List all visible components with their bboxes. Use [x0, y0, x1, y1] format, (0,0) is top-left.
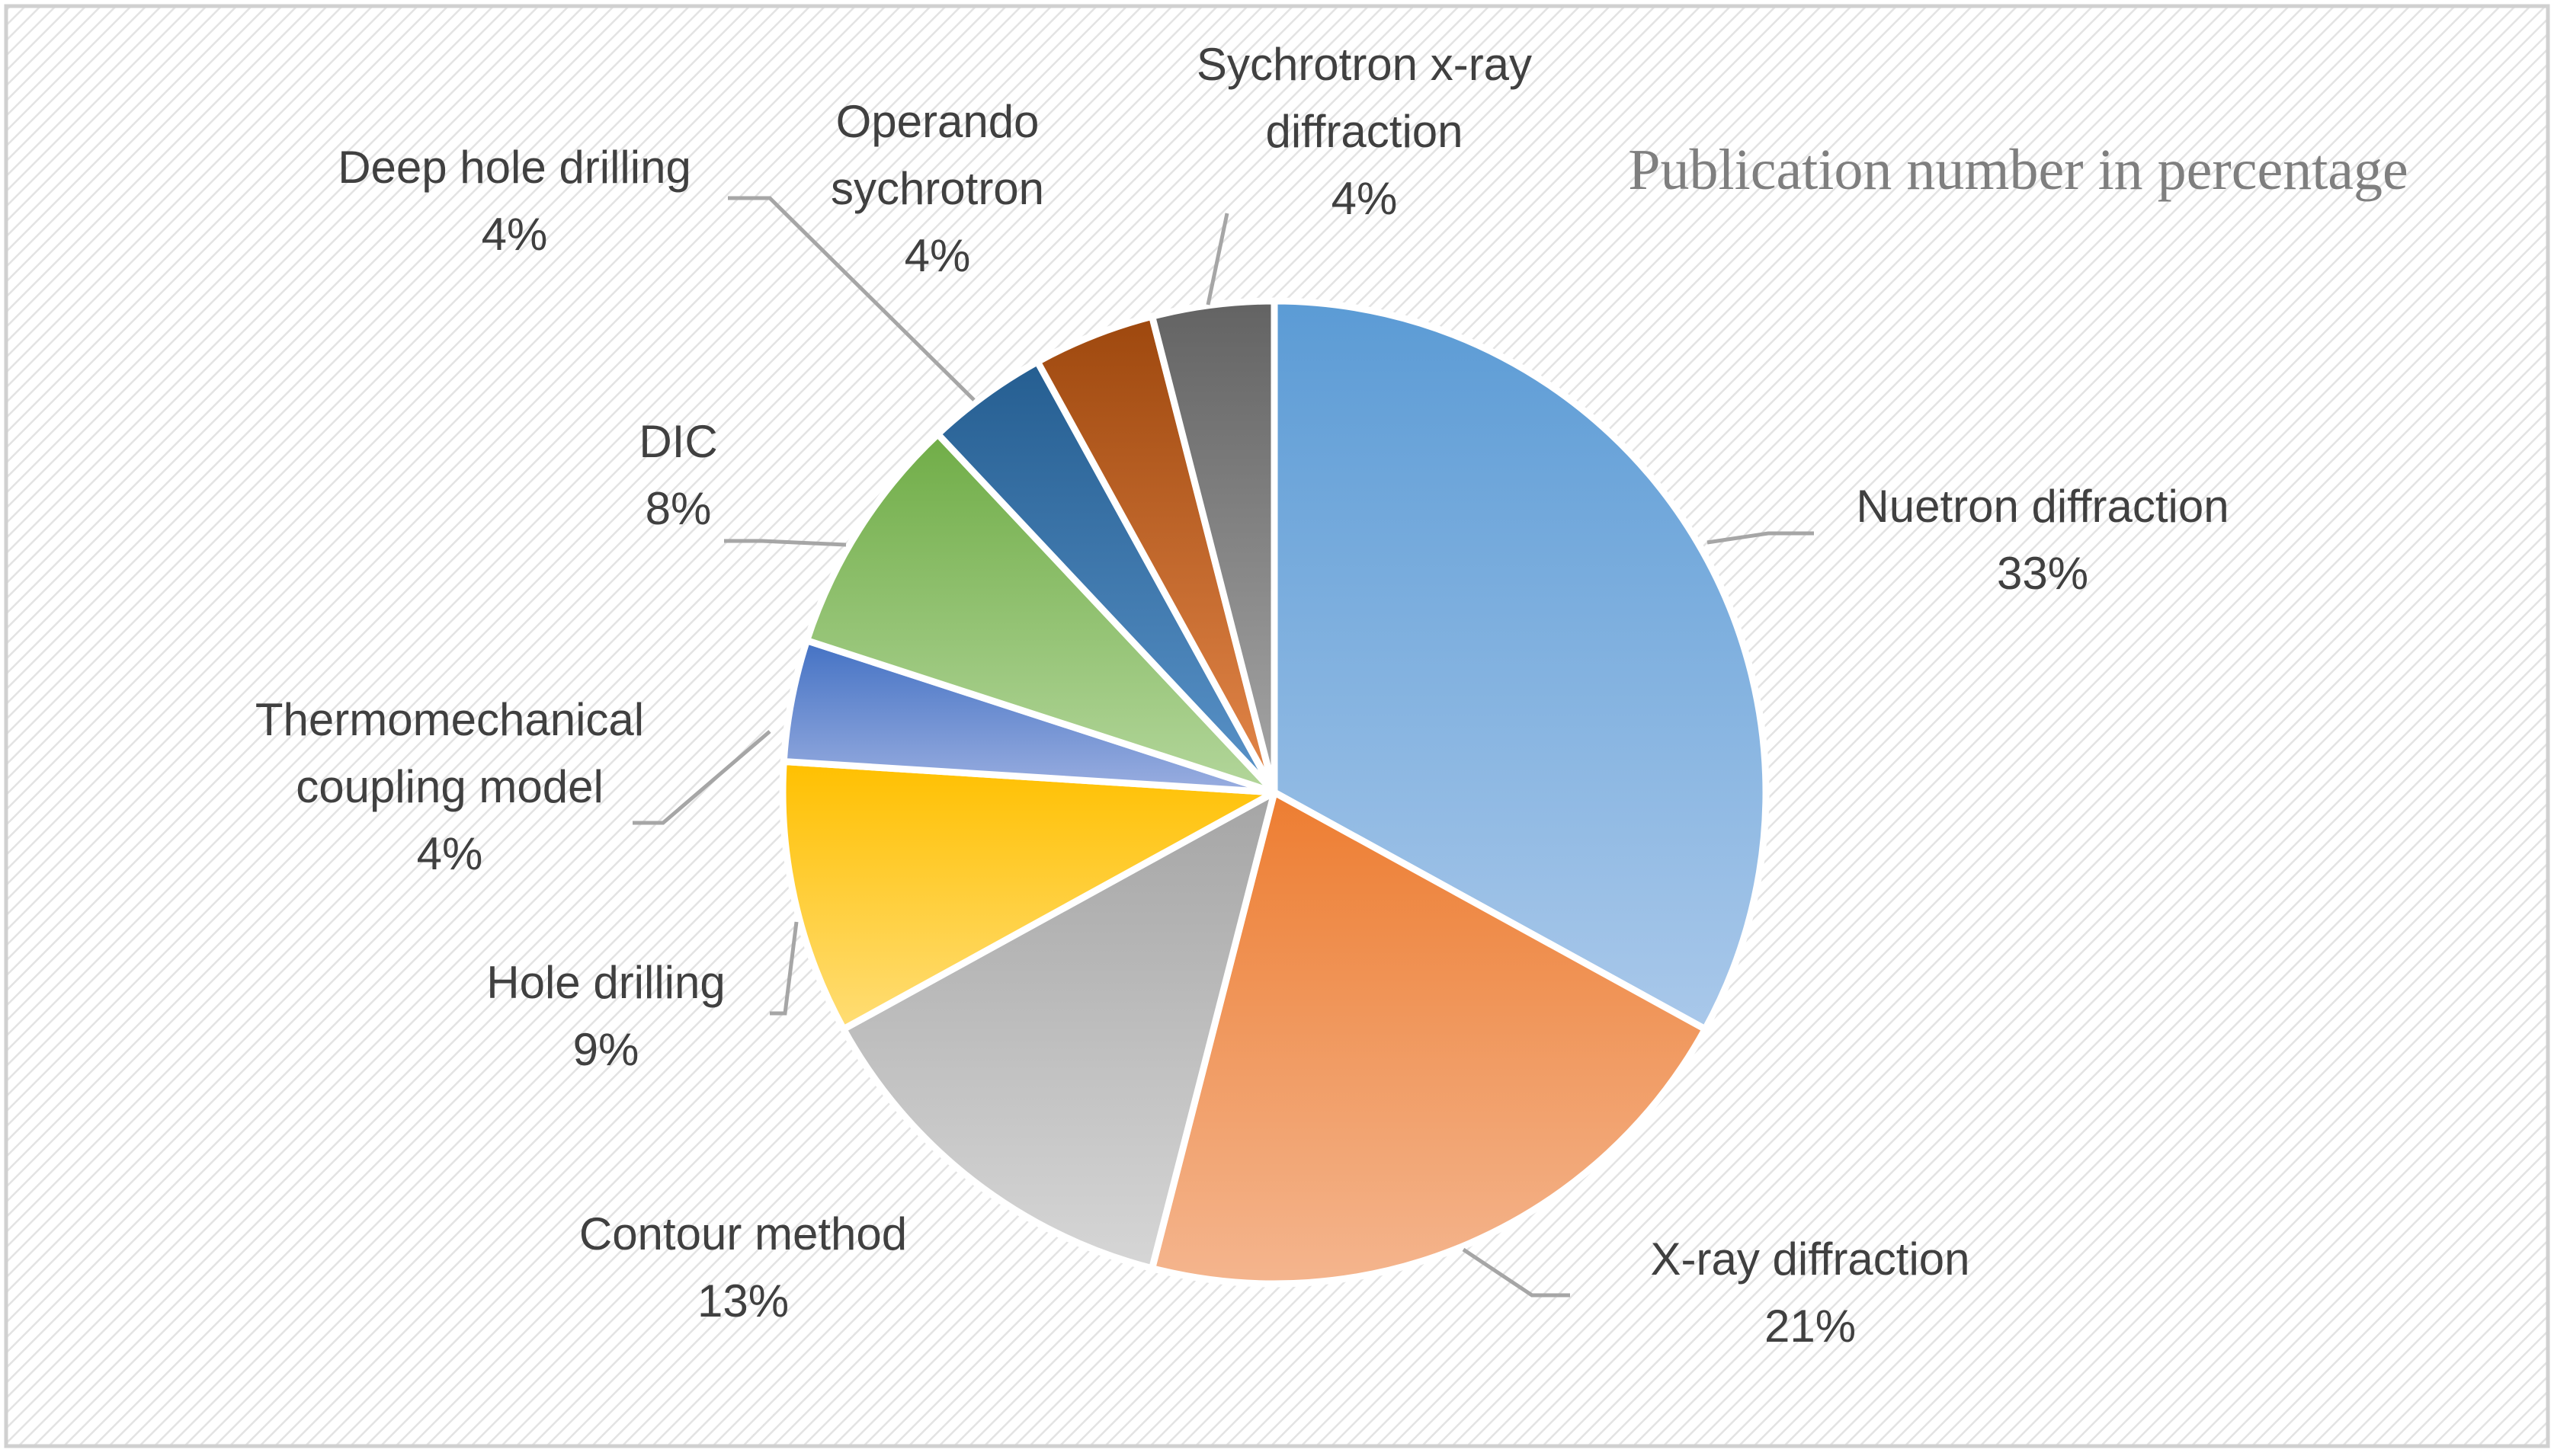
- slice-value-7: 4%: [905, 230, 971, 281]
- slice-label-8-line-1: diffraction: [1265, 106, 1463, 157]
- leader-line-4: [633, 730, 771, 825]
- slice-value-2: 13%: [697, 1275, 789, 1326]
- slice-label-7-line-0: Operando: [836, 96, 1040, 147]
- pie-slice-8: [1149, 297, 1278, 796]
- slice-label-3-line-0: Hole drilling: [486, 957, 725, 1008]
- slice-label-4-line-1: coupling model: [296, 761, 604, 812]
- slice-labels: Nuetron diffraction 33% X-ray diffraction 2…: [255, 39, 2229, 1352]
- leader-line-0: [1706, 531, 1814, 545]
- slice-value-4: 4%: [417, 828, 483, 879]
- leader-line-3: [770, 921, 799, 1016]
- pie-slice-3: [779, 758, 1278, 1033]
- pie-slice-1: [1149, 789, 1709, 1288]
- slice-label-4-line-0: Thermomechanical: [255, 694, 644, 745]
- leader-line-8: [1206, 213, 1229, 306]
- leader-line-5: [724, 539, 847, 547]
- slice-value-6: 4%: [482, 209, 548, 260]
- pie-slice-0: [1271, 297, 1770, 1033]
- slice-value-8: 4%: [1331, 173, 1398, 224]
- slices-layer: [779, 297, 1770, 1288]
- pie-slice-2: [840, 789, 1278, 1272]
- slice-value-0: 33%: [1997, 548, 2088, 599]
- slice-label-8-line-0: Sychrotron x-ray: [1197, 39, 1532, 90]
- slice-value-3: 9%: [573, 1024, 639, 1075]
- slice-label-6-line-0: Deep hole drilling: [338, 142, 691, 193]
- chart-title: Publication number in percentage: [1628, 138, 2408, 202]
- slice-label-5-line-0: DIC: [639, 416, 717, 467]
- slice-label-7-line-1: sychrotron: [831, 163, 1044, 214]
- leader-lines: [633, 196, 1814, 1298]
- pie-slice-5: [803, 430, 1278, 796]
- slice-value-5: 8%: [646, 483, 712, 534]
- slice-label-2-line-0: Contour method: [579, 1208, 907, 1259]
- slice-label-1-line-0: X-ray diffraction: [1650, 1234, 1969, 1285]
- slice-label-0-line-0: Nuetron diffraction: [1856, 481, 2229, 532]
- leader-line-6: [728, 196, 976, 402]
- leader-line-1: [1462, 1247, 1570, 1298]
- slice-value-1: 21%: [1764, 1301, 1856, 1352]
